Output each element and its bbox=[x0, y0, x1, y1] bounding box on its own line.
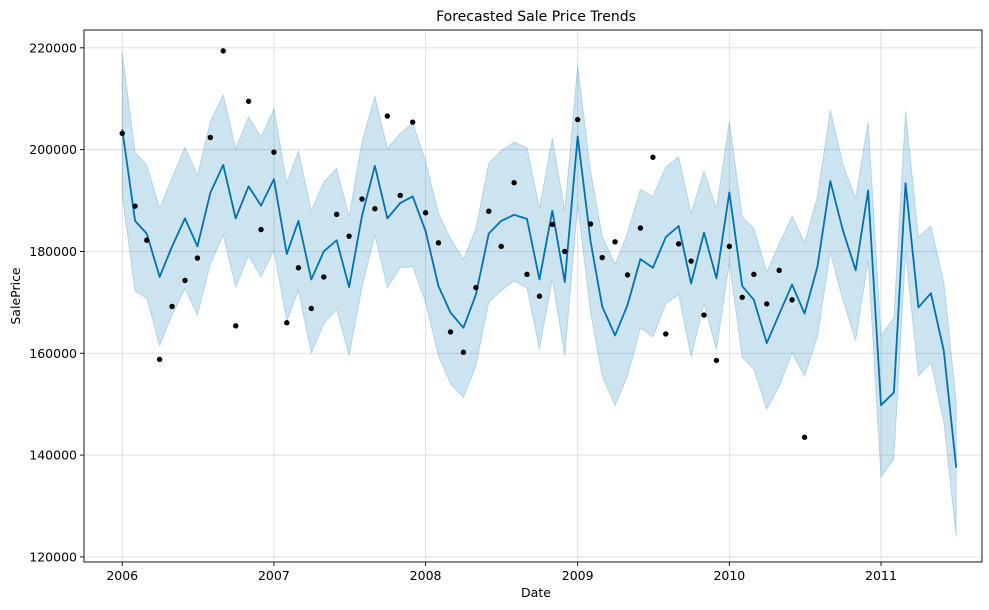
data-point bbox=[182, 277, 188, 284]
data-point bbox=[801, 434, 808, 440]
data-point bbox=[460, 349, 467, 355]
data-point bbox=[346, 233, 352, 239]
plot-frame bbox=[83, 29, 983, 563]
data-point bbox=[574, 116, 581, 123]
x-tick-label: 2011 bbox=[865, 568, 897, 583]
data-point bbox=[422, 210, 429, 216]
data-point bbox=[511, 180, 517, 186]
data-point bbox=[599, 254, 605, 261]
data-point bbox=[624, 272, 631, 278]
data-point bbox=[612, 239, 618, 245]
data-point bbox=[156, 356, 163, 363]
data-point bbox=[713, 357, 720, 364]
data-point bbox=[194, 255, 201, 261]
data-point bbox=[751, 271, 757, 278]
x-axis-label: Date bbox=[521, 585, 551, 600]
data-point bbox=[207, 134, 214, 141]
data-point bbox=[397, 192, 403, 199]
data-point bbox=[739, 294, 745, 300]
data-point bbox=[220, 48, 226, 54]
data-point bbox=[498, 243, 504, 250]
x-axis: 2006 2007 2008 2009 2010 2011 bbox=[106, 562, 897, 583]
data-point bbox=[789, 297, 795, 303]
data-point bbox=[321, 274, 327, 280]
data-point bbox=[549, 221, 556, 228]
data-point bbox=[486, 208, 492, 214]
y-tick-label: 200000 bbox=[29, 142, 77, 157]
data-point bbox=[169, 303, 175, 310]
data-point bbox=[410, 119, 416, 125]
data-point bbox=[359, 196, 365, 202]
y-tick-label: 180000 bbox=[29, 244, 77, 259]
data-point bbox=[295, 265, 302, 271]
data-point bbox=[675, 241, 682, 247]
data-point bbox=[271, 149, 277, 155]
x-tick-label: 2009 bbox=[562, 568, 594, 583]
data-point bbox=[536, 293, 543, 299]
data-point bbox=[119, 130, 125, 137]
data-point bbox=[688, 258, 694, 264]
data-point bbox=[473, 284, 479, 291]
data-point bbox=[764, 301, 770, 307]
data-point bbox=[726, 243, 733, 250]
x-tick-label: 2010 bbox=[713, 568, 745, 583]
data-point bbox=[447, 329, 454, 335]
data-point bbox=[524, 271, 530, 278]
data-point bbox=[587, 221, 594, 227]
y-axis-label: SalePrice bbox=[8, 267, 23, 325]
data-point bbox=[435, 240, 442, 246]
data-point bbox=[144, 237, 150, 243]
data-point bbox=[232, 323, 239, 329]
y-tick-label: 220000 bbox=[29, 40, 77, 55]
data-point bbox=[258, 226, 264, 233]
data-point bbox=[372, 205, 378, 212]
data-point bbox=[562, 248, 568, 255]
y-tick-label: 140000 bbox=[29, 448, 77, 463]
y-tick-label: 160000 bbox=[29, 346, 77, 361]
y-tick-label: 120000 bbox=[29, 549, 77, 564]
data-point bbox=[284, 320, 290, 326]
data-point bbox=[132, 203, 138, 209]
actual-data-points bbox=[119, 48, 808, 440]
data-point bbox=[776, 267, 782, 273]
y-axis: 120000 140000 160000 180000 200000 220000 bbox=[29, 40, 84, 564]
data-point bbox=[663, 331, 669, 337]
forecast-line bbox=[121, 129, 958, 468]
data-point bbox=[308, 305, 314, 312]
x-tick-label: 2006 bbox=[106, 568, 138, 583]
data-point bbox=[637, 225, 644, 231]
data-point bbox=[333, 211, 340, 217]
x-tick-label: 2008 bbox=[410, 568, 442, 583]
chart-title: Forecasted Sale Price Trends bbox=[436, 9, 636, 25]
data-point bbox=[245, 98, 252, 104]
data-point bbox=[384, 113, 391, 119]
x-tick-label: 2007 bbox=[258, 568, 290, 583]
data-point bbox=[701, 312, 707, 318]
data-point bbox=[650, 154, 656, 160]
